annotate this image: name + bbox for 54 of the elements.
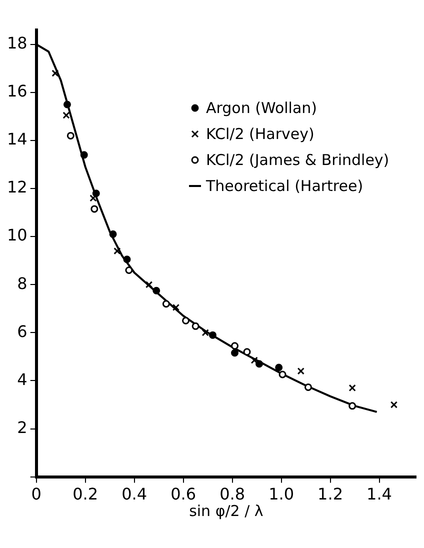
point [114,247,121,255]
y-tick-label: 2 [17,418,28,437]
point [348,384,356,392]
point [92,190,100,198]
x-tick-label: 0.2 [72,484,98,504]
point [90,205,98,213]
point [250,356,258,364]
point [125,266,133,274]
x-tick-label: 1.4 [366,484,392,504]
point [348,402,356,410]
point [192,322,200,330]
x-axis-title: sin φ/2 / λ [188,502,264,520]
y-tick-label: 10 [7,226,28,245]
point [297,368,304,375]
point [275,364,283,372]
point [80,151,88,159]
y-tick-label: 16 [7,82,28,101]
point [390,401,398,408]
point [172,304,180,312]
point [152,286,160,294]
point [304,383,312,391]
y-tick-label: 8 [17,274,28,293]
legend-label: Argon (Wollan) [206,98,318,119]
point [123,256,131,264]
point [66,132,74,140]
point [162,300,170,308]
point [231,342,238,350]
point [109,230,117,238]
point [52,70,59,77]
x-tick-label: 0.6 [170,484,196,504]
point [182,316,190,324]
x-tick-label: 0 [31,484,42,504]
y-tick-label: 18 [7,34,28,53]
legend-label: Theoretical (Hartree) [206,176,364,197]
point [208,331,216,339]
x-tick-label: 0.4 [122,484,148,504]
point [90,194,97,202]
point [62,112,70,119]
point [202,329,209,336]
point [243,348,251,356]
y-tick-label: 12 [7,178,28,197]
y-tick-label: 6 [17,322,28,341]
point [255,360,263,368]
point [145,281,153,288]
legend-label: KCl/2 (Harvey) [206,124,314,145]
x-tick-label: 1.0 [268,484,294,504]
y-tick-label: 14 [7,130,28,149]
y-tick-label: 4 [17,370,28,389]
x-tick-label: 0.8 [220,484,246,504]
point [231,349,238,357]
point [278,370,286,378]
legend-label: KCl/2 (James & Brindley) [206,150,390,171]
x-tick-label: 1.2 [318,484,343,504]
point [63,100,71,108]
